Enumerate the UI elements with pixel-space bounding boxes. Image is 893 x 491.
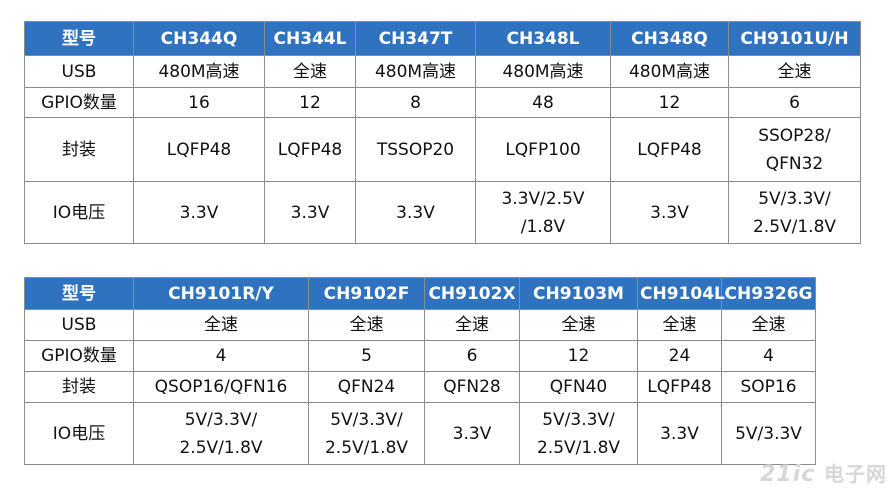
table-cell: 3.3V: [264, 181, 356, 244]
table-row: IO电压 5V/3.3V/ 2.5V/1.8V 5V/3.3V/ 2.5V/1.…: [24, 402, 816, 465]
watermark-logo: 21ic 电子网: [760, 458, 887, 487]
table-cell: 4: [721, 340, 816, 372]
header-cell: CH9101U/H: [728, 21, 861, 56]
spec-table-1: 型号 CH344Q CH344L CH347T CH348L CH348Q CH…: [24, 21, 861, 244]
table-cell: 5: [308, 340, 425, 372]
watermark-brand: 21ic: [760, 462, 816, 487]
table-cell: LQFP48: [610, 117, 729, 182]
table-cell: QFN28: [424, 371, 520, 403]
table-cell: 3.3V/2.5V /1.8V: [475, 181, 611, 244]
table-cell: 480M高速: [475, 55, 611, 88]
header-cell: 型号: [24, 21, 134, 56]
header-cell: CH9101R/Y: [133, 277, 309, 310]
table-cell: LQFP48: [133, 117, 265, 182]
table-cell: 全速: [133, 309, 309, 341]
table-header-row: 型号 CH9101R/Y CH9102F CH9102X CH9103M CH9…: [24, 277, 816, 310]
table-cell: 12: [264, 87, 356, 118]
table-row: IO电压 3.3V 3.3V 3.3V 3.3V/2.5V /1.8V 3.3V…: [24, 181, 861, 244]
table-cell: 24: [637, 340, 722, 372]
header-cell: CH9103M: [519, 277, 638, 310]
table-row: 封装 LQFP48 LQFP48 TSSOP20 LQFP100 LQFP48 …: [24, 117, 861, 182]
table-cell: 全速: [519, 309, 638, 341]
table-cell: 5V/3.3V: [721, 402, 816, 465]
table-cell: 6: [424, 340, 520, 372]
table-cell: LQFP48: [637, 371, 722, 403]
table-cell: LQFP100: [475, 117, 611, 182]
table-cell: 3.3V: [133, 181, 265, 244]
table-cell: 480M高速: [610, 55, 729, 88]
table-cell: TSSOP20: [355, 117, 476, 182]
table-row: GPIO数量 4 5 6 12 24 4: [24, 340, 816, 372]
header-cell: CH348Q: [610, 21, 729, 56]
row-label: USB: [24, 55, 134, 88]
header-cell: CH9326G: [721, 277, 816, 310]
header-cell: CH9104L: [637, 277, 725, 310]
table-cell: 3.3V: [355, 181, 476, 244]
table-cell: QFN24: [308, 371, 425, 403]
table-cell: 全速: [264, 55, 356, 88]
row-label: USB: [24, 309, 134, 341]
table-cell: 全速: [721, 309, 816, 341]
header-cell: CH344L: [264, 21, 356, 56]
row-label: IO电压: [24, 402, 134, 465]
table-cell: 480M高速: [133, 55, 265, 88]
table-cell: 12: [610, 87, 729, 118]
table-cell: SOP16: [721, 371, 816, 403]
table-cell: LQFP48: [264, 117, 356, 182]
table-cell: 480M高速: [355, 55, 476, 88]
table-cell: 全速: [424, 309, 520, 341]
spec-table-2: 型号 CH9101R/Y CH9102F CH9102X CH9103M CH9…: [24, 277, 816, 465]
table-cell: 12: [519, 340, 638, 372]
row-label: GPIO数量: [24, 87, 134, 118]
header-cell: CH9102X: [424, 277, 520, 310]
table-cell: 5V/3.3V/ 2.5V/1.8V: [728, 181, 861, 244]
table-cell: QFN40: [519, 371, 638, 403]
header-cell: CH347T: [355, 21, 476, 56]
table-cell: SSOP28/ QFN32: [728, 117, 861, 182]
table-cell: 16: [133, 87, 265, 118]
table-cell: 5V/3.3V/ 2.5V/1.8V: [308, 402, 425, 465]
table-cell: 5V/3.3V/ 2.5V/1.8V: [519, 402, 638, 465]
table-cell: 全速: [637, 309, 722, 341]
table-cell: 6: [728, 87, 861, 118]
header-cell: CH9102F: [308, 277, 425, 310]
header-cell: CH344Q: [133, 21, 265, 56]
table-cell: 4: [133, 340, 309, 372]
table-row: GPIO数量 16 12 8 48 12 6: [24, 87, 861, 118]
table-cell: 3.3V: [610, 181, 729, 244]
table-header-row: 型号 CH344Q CH344L CH347T CH348L CH348Q CH…: [24, 21, 861, 56]
watermark-cn: 电子网: [824, 462, 887, 486]
row-label: IO电压: [24, 181, 134, 244]
header-cell: 型号: [24, 277, 134, 310]
table-cell: 5V/3.3V/ 2.5V/1.8V: [133, 402, 309, 465]
table-row: USB 全速 全速 全速 全速 全速 全速: [24, 309, 816, 341]
table-row: USB 480M高速 全速 480M高速 480M高速 480M高速 全速: [24, 55, 861, 88]
table-cell: 48: [475, 87, 611, 118]
table-cell: 3.3V: [424, 402, 520, 465]
table-cell: 全速: [728, 55, 861, 88]
row-label: 封装: [24, 117, 134, 182]
table-row: 封装 QSOP16/QFN16 QFN24 QFN28 QFN40 LQFP48…: [24, 371, 816, 403]
table-cell: 8: [355, 87, 476, 118]
table-cell: 3.3V: [637, 402, 722, 465]
header-cell: CH348L: [475, 21, 611, 56]
row-label: 封装: [24, 371, 134, 403]
row-label: GPIO数量: [24, 340, 134, 372]
table-cell: QSOP16/QFN16: [133, 371, 309, 403]
table-cell: 全速: [308, 309, 425, 341]
